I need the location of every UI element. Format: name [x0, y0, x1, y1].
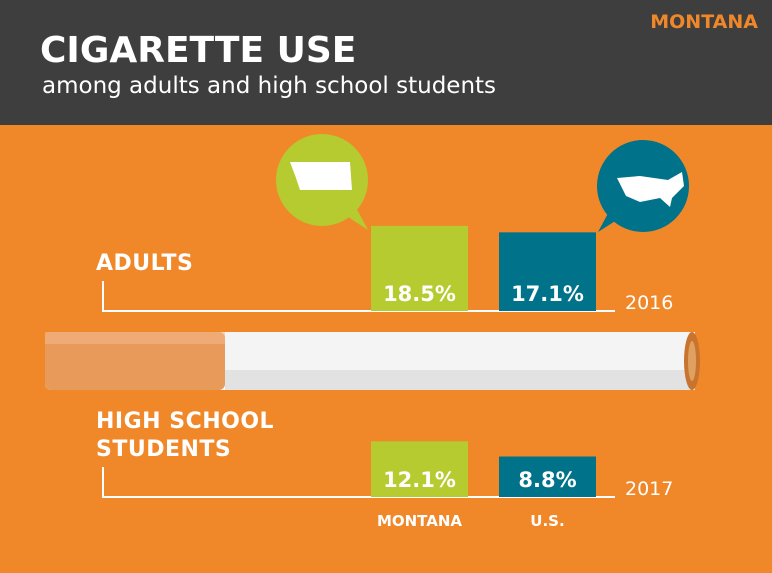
us-bubble [597, 140, 689, 232]
header-band [0, 0, 772, 125]
year-label: 2016 [625, 292, 673, 314]
category-label: U.S. [530, 512, 564, 530]
year-label: 2017 [625, 478, 673, 500]
montana-bubble [276, 134, 368, 230]
chart-subtitle: among adults and high school students [42, 73, 496, 99]
group-label: ADULTS [96, 251, 194, 276]
value-label: 17.1% [511, 282, 584, 306]
value-label: 8.8% [518, 468, 576, 492]
bar [499, 456, 596, 497]
bar [371, 225, 468, 311]
chart-title: CIGARETTE USE [40, 30, 356, 71]
group-label: HIGH SCHOOL STUDENTS [96, 409, 275, 462]
value-label: 12.1% [383, 468, 456, 492]
bar [499, 232, 596, 311]
category-label: MONTANA [377, 512, 462, 530]
cigarette [45, 332, 700, 390]
state-label: MONTANA [650, 11, 758, 33]
bar [371, 441, 468, 497]
value-label: 18.5% [383, 282, 456, 306]
